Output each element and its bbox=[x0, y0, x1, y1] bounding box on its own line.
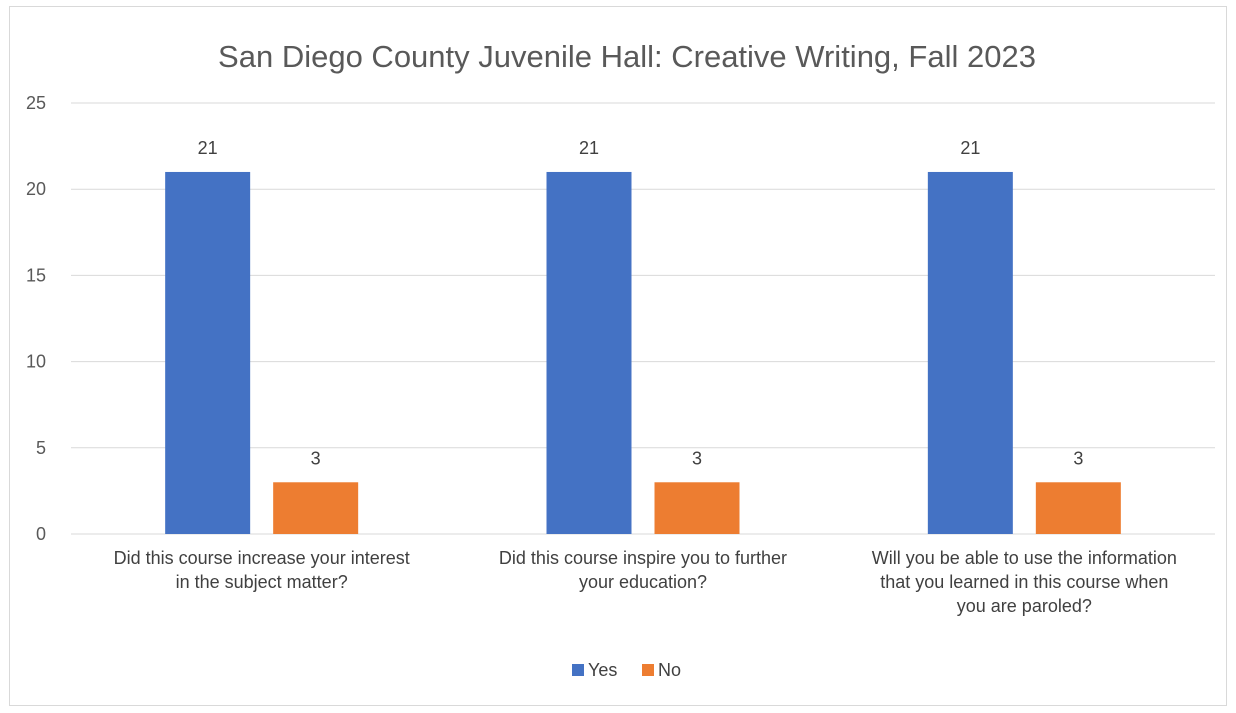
bar-no bbox=[273, 482, 359, 534]
data-label: 21 bbox=[579, 138, 599, 158]
gridlines bbox=[71, 102, 1215, 535]
bar-no bbox=[1035, 482, 1121, 534]
chart-title: San Diego County Juvenile Hall: Creative… bbox=[218, 39, 1036, 74]
x-axis-categories: Did this course increase your interest in… bbox=[114, 548, 1177, 616]
legend-swatch-no bbox=[642, 664, 654, 676]
chart-area: San Diego County Juvenile Hall: Creative… bbox=[9, 6, 1227, 706]
category-label: you are paroled? bbox=[957, 596, 1092, 616]
y-tick-label: 20 bbox=[26, 179, 46, 199]
legend: Yes No bbox=[572, 660, 681, 680]
bar-no bbox=[654, 482, 740, 534]
data-labels: 21 3 21 3 21 3 bbox=[198, 138, 1084, 468]
bar-yes bbox=[927, 171, 1013, 534]
bar-yes bbox=[165, 171, 251, 534]
category-label: your education? bbox=[579, 572, 707, 592]
category-label: Did this course increase your interest bbox=[114, 548, 410, 568]
legend-label-no: No bbox=[658, 660, 681, 680]
legend-label-yes: Yes bbox=[588, 660, 617, 680]
data-label: 21 bbox=[198, 138, 218, 158]
category-label: in the subject matter? bbox=[176, 572, 348, 592]
y-tick-label: 5 bbox=[36, 438, 46, 458]
bars bbox=[165, 171, 1121, 534]
data-label: 3 bbox=[1073, 448, 1083, 468]
bar-chart: San Diego County Juvenile Hall: Creative… bbox=[26, 39, 1215, 680]
y-axis-ticks: 0 5 10 15 20 25 bbox=[26, 93, 46, 544]
y-tick-label: 10 bbox=[26, 352, 46, 372]
category-label: Did this course inspire you to further bbox=[499, 548, 787, 568]
data-label: 21 bbox=[960, 138, 980, 158]
data-label: 3 bbox=[692, 448, 702, 468]
y-tick-label: 0 bbox=[36, 524, 46, 544]
category-label: that you learned in this course when bbox=[880, 572, 1168, 592]
category-label: Will you be able to use the information bbox=[872, 548, 1177, 568]
y-tick-label: 25 bbox=[26, 93, 46, 113]
bar-yes bbox=[546, 171, 632, 534]
data-label: 3 bbox=[311, 448, 321, 468]
legend-swatch-yes bbox=[572, 664, 584, 676]
y-tick-label: 15 bbox=[26, 265, 46, 285]
